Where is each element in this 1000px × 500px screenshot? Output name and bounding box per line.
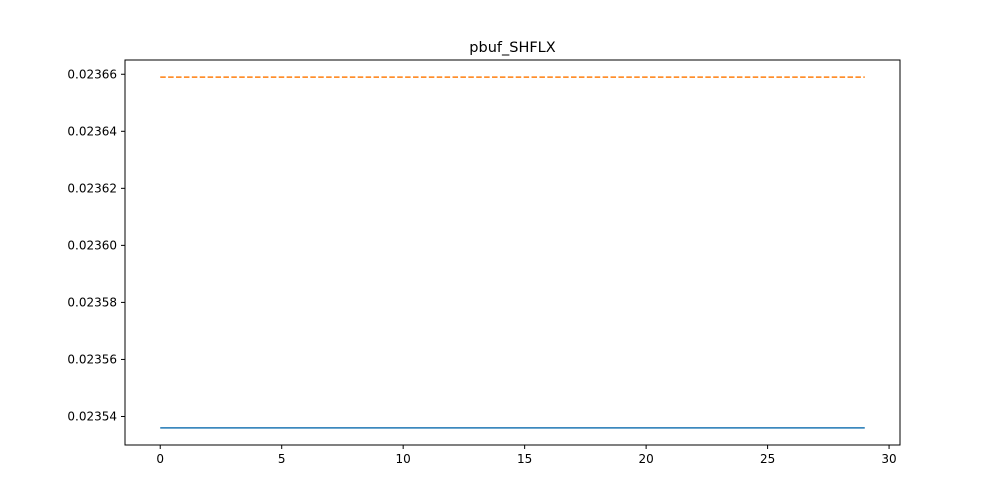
x-tick-label: 15 — [517, 452, 532, 466]
series-layer — [160, 76, 865, 429]
x-tick-label: 20 — [638, 452, 653, 466]
plot-frame — [124, 59, 901, 446]
x-tick-label: 25 — [760, 452, 775, 466]
x-tick-label: 0 — [156, 452, 164, 466]
x-axis: 0 5 10 15 20 25 30 — [156, 445, 897, 466]
chart-title: pbuf_SHFLX — [469, 40, 555, 56]
y-tick-label: 0.02362 — [67, 181, 117, 195]
y-axis: 0.02354 0.02356 0.02358 0.02360 0.02362 0.023… — [67, 67, 125, 423]
y-tick-label: 0.02366 — [67, 67, 117, 81]
x-tick-label: 5 — [278, 452, 286, 466]
y-tick-label: 0.02358 — [67, 295, 117, 309]
y-tick-label: 0.02360 — [67, 238, 117, 252]
y-tick-label: 0.02354 — [67, 409, 117, 423]
x-tick-label: 30 — [881, 452, 896, 466]
y-tick-label: 0.02356 — [67, 352, 117, 366]
y-tick-label: 0.02364 — [67, 124, 117, 138]
x-tick-label: 10 — [396, 452, 411, 466]
